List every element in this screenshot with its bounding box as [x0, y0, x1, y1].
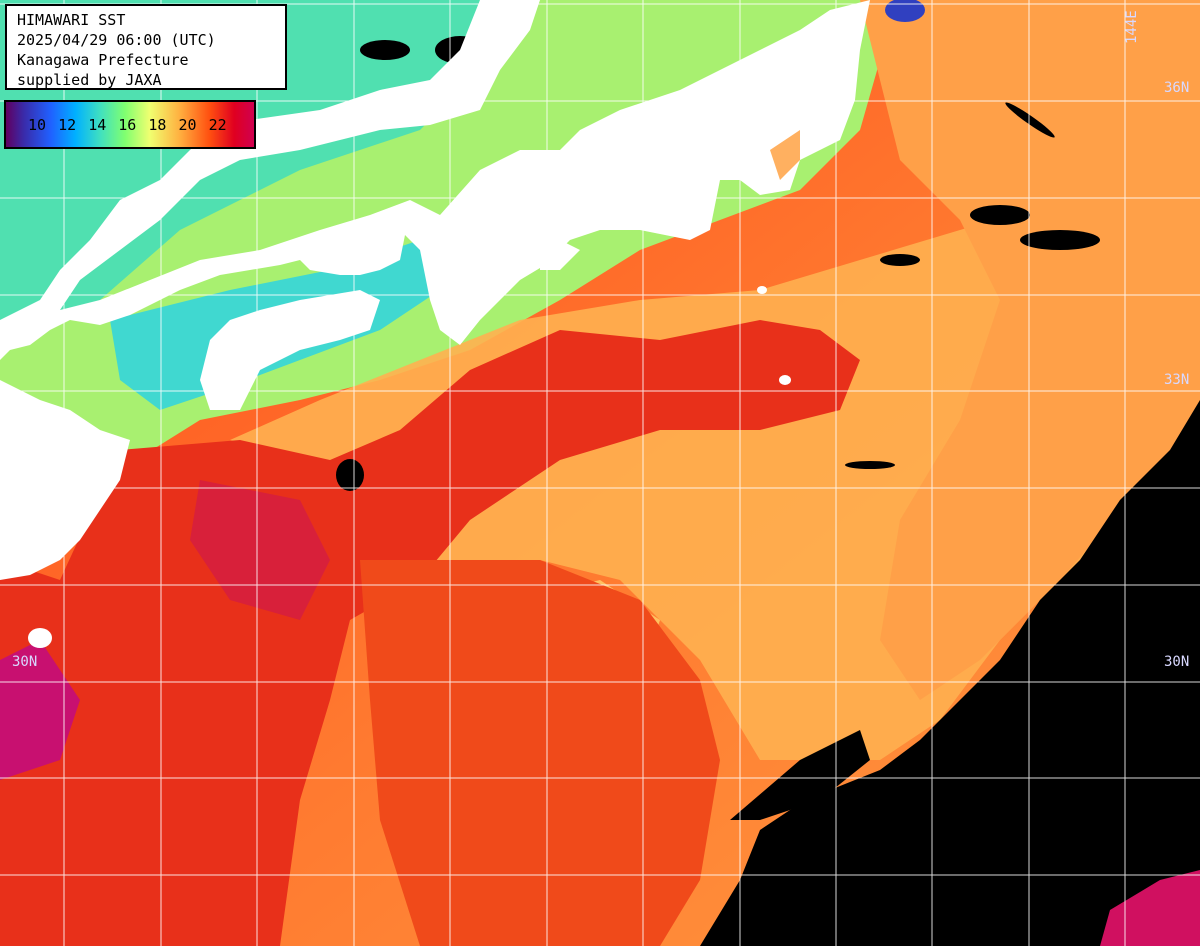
- legend-label: 14: [88, 116, 107, 134]
- info-box: HIMAWARI SST 2025/04/29 06:00 (UTC) Kana…: [5, 4, 287, 90]
- map-credit: supplied by JAXA: [17, 71, 162, 89]
- temperature-legend: 10 12 14 16 18 20 22: [4, 100, 256, 149]
- legend-label: 18: [148, 116, 167, 134]
- land-shikoku: [200, 290, 380, 410]
- kuroshio-warm-core: [0, 320, 860, 946]
- land-island-tanegashima: [28, 628, 52, 648]
- legend-label: 16: [118, 116, 137, 134]
- legend-label: 20: [178, 116, 197, 134]
- legend-label: 22: [208, 116, 227, 134]
- land-island-izu: [779, 375, 791, 385]
- legend-label: 12: [58, 116, 77, 134]
- land-island-small: [757, 286, 767, 294]
- map-datetime: 2025/04/29 06:00 (UTC): [17, 31, 216, 49]
- map-title: HIMAWARI SST: [17, 11, 126, 29]
- cloud-island-black: [730, 730, 870, 820]
- land-honshu: [0, 0, 870, 360]
- legend-labels: 10 12 14 16 18 20 22: [28, 116, 227, 134]
- magenta-warm-patch: [0, 640, 80, 780]
- land-japan: [0, 0, 870, 648]
- map-organization: Kanagawa Prefecture: [17, 51, 189, 69]
- legend-label: 10: [28, 116, 47, 134]
- lat-label-36n: 36N: [1164, 80, 1190, 96]
- lat-label-33n: 33N: [1164, 372, 1190, 388]
- lat-label-30n-left: 30N: [12, 654, 38, 670]
- no-data-cloud-region: [700, 400, 1200, 946]
- land-kyushu: [0, 380, 130, 580]
- lon-label-144e: 144E: [1124, 10, 1140, 44]
- lat-label-30n-right: 30N: [1164, 654, 1190, 670]
- land-kii-peninsula: [540, 240, 580, 270]
- mild-water-east: [860, 0, 1200, 700]
- land-boso: [770, 130, 800, 180]
